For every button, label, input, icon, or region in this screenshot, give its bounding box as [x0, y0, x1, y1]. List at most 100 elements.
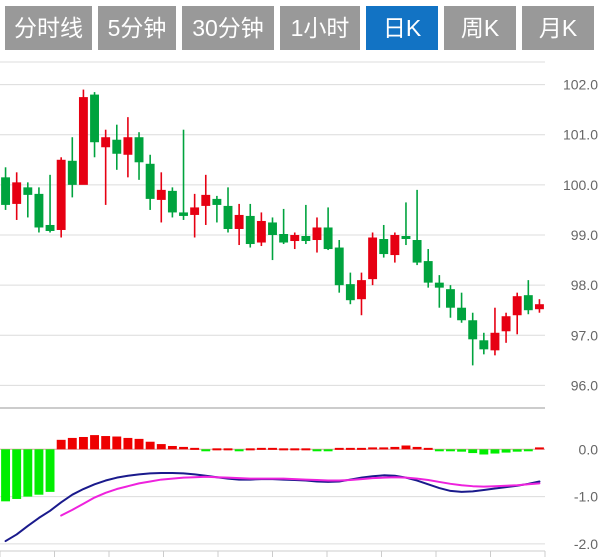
macd-histogram [1, 435, 544, 502]
macd-bar [468, 449, 478, 454]
macd-bar [379, 447, 389, 450]
candle-body [512, 296, 522, 316]
tab-5[interactable]: 日K [366, 6, 438, 50]
price-tick-label: 102.0 [563, 77, 598, 93]
macd-bar [234, 449, 244, 452]
tab-label: 1小时 [290, 14, 350, 41]
macd-bar [490, 449, 500, 454]
macd-axis-labels: 0.0 -1.0 -2.0 [574, 441, 598, 552]
macd-bar [90, 435, 99, 450]
macd-bar [534, 447, 544, 450]
macd-bar [512, 449, 522, 452]
chart-canvas: 102.0 101.0 100.0 99.0 98.0 97.0 96.0 0.0 -1.0 -2… [0, 61, 598, 557]
macd-bar [190, 447, 200, 450]
candle-body [12, 182, 22, 204]
macd-bar [56, 439, 66, 450]
macd-tick-label: -1.0 [574, 489, 598, 505]
price-tick-label: 98.0 [571, 277, 598, 293]
bottom-axis [0, 550, 546, 557]
candle-body [1, 177, 11, 205]
macd-bar [101, 436, 111, 450]
tab-label: 日K [382, 14, 422, 41]
macd-bar [179, 446, 188, 450]
price-tick-label: 101.0 [563, 127, 598, 143]
macd-bar [256, 447, 266, 450]
candle-body [401, 236, 411, 240]
tab-4[interactable]: 1小时 [280, 6, 360, 50]
candle-body [357, 280, 366, 300]
macd-bar [368, 447, 378, 450]
macd-bar [345, 447, 355, 450]
price-tick-label: 96.0 [571, 377, 598, 393]
candle-body [245, 215, 255, 245]
macd-bar [457, 449, 467, 452]
candle-body [523, 295, 533, 311]
macd-bar [134, 438, 144, 450]
macd-line-dea [60, 475, 541, 517]
price-axis-labels: 102.0 101.0 100.0 99.0 98.0 97.0 96.0 [563, 77, 598, 394]
candle-body [323, 227, 333, 250]
candle-body [423, 261, 433, 283]
stock-chart[interactable]: 102.0 101.0 100.0 99.0 98.0 97.0 96.0 0.0 -1.0 -2… [0, 56, 604, 559]
macd-bar [212, 448, 222, 451]
macd-bar [290, 448, 300, 451]
tab-7[interactable]: 月K [522, 6, 594, 50]
candle-body [390, 235, 400, 256]
candle-body [379, 239, 389, 255]
tab-label: 5分钟 [107, 14, 167, 41]
price-tick-label: 99.0 [571, 227, 598, 243]
tab-3[interactable]: 30分钟 [182, 6, 274, 50]
tab-2[interactable]: 5分钟 [98, 6, 176, 50]
price-tick-label: 97.0 [571, 327, 598, 343]
candle-body [212, 198, 222, 205]
macd-bar [479, 449, 489, 455]
macd-bar [423, 447, 433, 450]
tab-label: 30分钟 [192, 14, 264, 41]
tab-6[interactable]: 周K [444, 6, 516, 50]
candle-body [101, 137, 111, 148]
candle-body [312, 227, 322, 241]
candle-body [301, 236, 311, 242]
candle-body [123, 137, 133, 155]
macd-bar [434, 449, 444, 452]
candle-body [256, 220, 266, 243]
macd-tick-label: 0.0 [579, 441, 599, 457]
macd-bar [78, 436, 88, 450]
candle-body [223, 205, 233, 229]
macd-bar [223, 448, 233, 451]
candle-body [434, 282, 444, 288]
candle-body [190, 207, 200, 215]
macd-bar [323, 449, 333, 452]
candle-body [501, 316, 511, 332]
candle-body [156, 189, 166, 200]
candle-body [268, 222, 277, 235]
candle-body [412, 240, 422, 263]
macd-bar [12, 449, 22, 499]
macd-bar [201, 449, 211, 452]
candle-body [479, 340, 489, 350]
macd-bar [401, 445, 411, 450]
candle-body [90, 94, 99, 143]
tab-label: 周K [460, 14, 500, 41]
macd-bar [112, 436, 122, 450]
macd-bar [167, 445, 177, 450]
macd-bar [1, 449, 11, 502]
macd-bar [245, 448, 255, 451]
candle-body [234, 214, 244, 229]
candle-body [23, 187, 33, 195]
macd-bar [357, 447, 366, 450]
timeframe-tab-bar: 分时线 5分钟 30分钟 1小时 日K 周K 月K [0, 0, 604, 56]
macd-bar [156, 444, 166, 450]
macd-bar [301, 448, 311, 451]
tab-1[interactable]: 分时线 [5, 6, 92, 50]
candle-body [279, 234, 289, 243]
macd-bar [279, 448, 289, 451]
macd-bar [412, 446, 422, 450]
candle-body [56, 159, 66, 230]
candle-body [290, 235, 300, 242]
candle-body [368, 237, 378, 280]
macd-bar [334, 447, 344, 450]
tab-label: 月K [538, 14, 578, 41]
candle-body [201, 194, 211, 206]
candlestick-series [1, 89, 544, 366]
